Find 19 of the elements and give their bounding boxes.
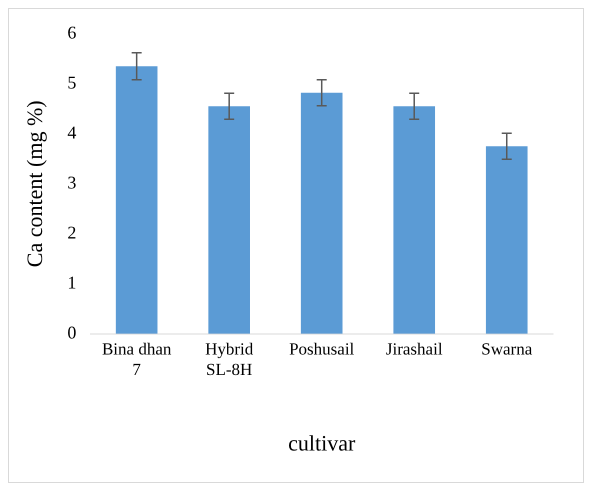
y-tick-label: 4 bbox=[67, 122, 76, 143]
y-tick-label: 3 bbox=[67, 172, 76, 193]
bar bbox=[208, 106, 250, 334]
x-tick-label: Hybrid SL-8H bbox=[205, 339, 254, 379]
x-tick-label: Bina dhan 7 bbox=[102, 339, 172, 379]
x-tick-label: Jirashail bbox=[386, 339, 443, 358]
bar bbox=[300, 92, 343, 334]
y-tick-label: 6 bbox=[67, 22, 76, 43]
y-tick-label: 1 bbox=[67, 272, 76, 293]
x-tick-label: Poshusail bbox=[289, 339, 355, 358]
bar bbox=[393, 106, 436, 334]
y-tick-label: 5 bbox=[67, 72, 76, 93]
y-axis-title: Ca content (mg %) bbox=[22, 100, 47, 268]
x-axis-title: cultivar bbox=[288, 430, 356, 456]
x-tick-label: Swarna bbox=[481, 339, 533, 358]
bar bbox=[116, 66, 158, 334]
bar bbox=[486, 146, 528, 334]
y-tick-label: 0 bbox=[67, 322, 76, 343]
y-tick-label: 2 bbox=[67, 222, 76, 243]
